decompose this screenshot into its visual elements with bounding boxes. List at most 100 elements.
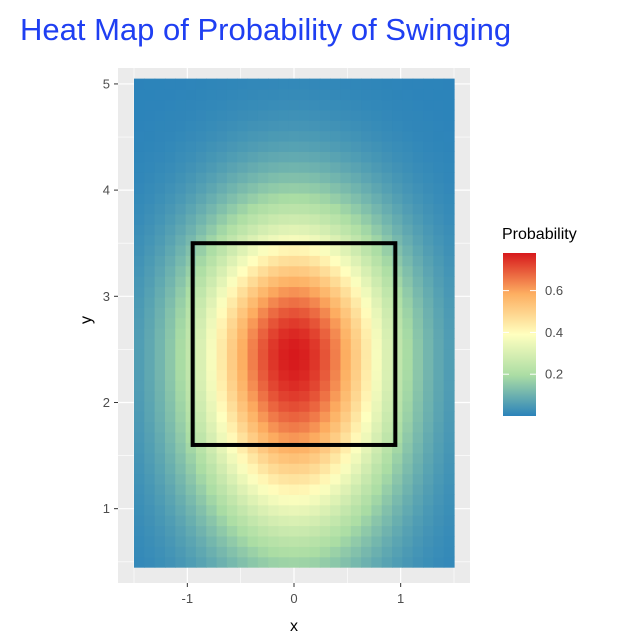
heat-tile (226, 89, 238, 101)
heat-tile (443, 494, 455, 506)
heat-tile (433, 546, 445, 558)
heat-tile (330, 400, 342, 412)
heat-tile (226, 161, 238, 173)
chart-title: Heat Map of Probability of Swinging (20, 12, 511, 47)
heat-tile (247, 515, 259, 527)
heat-tile (288, 140, 300, 152)
heat-tile (144, 213, 156, 225)
heat-tile (361, 359, 373, 371)
heat-tile (278, 161, 290, 173)
heat-tile (330, 328, 342, 340)
heat-tile (443, 286, 455, 298)
heat-tile (350, 307, 362, 319)
heat-tile (216, 120, 228, 132)
heat-tile (433, 494, 445, 506)
heat-tile (330, 140, 342, 152)
heat-tile (288, 535, 300, 547)
heat-tile (402, 328, 414, 340)
heat-tile (381, 234, 393, 246)
heat-tile (278, 296, 290, 308)
heat-tile (340, 130, 352, 142)
heat-tile (154, 348, 166, 360)
heat-tile (195, 515, 207, 527)
heat-tile (330, 390, 342, 402)
heat-tile (330, 192, 342, 204)
heat-tile (257, 535, 269, 547)
heat-tile (381, 380, 393, 391)
heat-tile (381, 276, 393, 288)
heat-tile (402, 473, 414, 485)
heat-tile (144, 442, 156, 454)
heat-tile (443, 556, 455, 568)
heat-tile (443, 431, 455, 443)
heat-tile (381, 348, 393, 360)
heat-tile (134, 452, 145, 464)
heat-tile (226, 473, 238, 485)
heat-tile (216, 442, 228, 454)
heat-tile (216, 265, 228, 277)
heat-tile (443, 265, 455, 277)
heat-tile (226, 172, 238, 184)
heat-tile (392, 359, 403, 371)
heat-tile (206, 89, 218, 101)
heat-tile (433, 224, 445, 236)
heat-tile (206, 244, 218, 256)
heat-tile (412, 296, 424, 308)
heat-tile (309, 161, 321, 173)
heat-tile (361, 369, 373, 381)
heat-tile (361, 338, 373, 350)
heat-tile (381, 338, 393, 350)
heat-tile (226, 380, 238, 391)
heat-tile (381, 182, 393, 194)
heat-tile (164, 504, 176, 516)
heat-tile (392, 99, 403, 111)
heat-tile (144, 525, 156, 537)
heat-tile (350, 140, 362, 152)
heat-tile (175, 286, 187, 298)
heat-tile (237, 234, 249, 246)
heat-tile (340, 203, 352, 215)
heat-tile (402, 109, 414, 121)
heat-tile (340, 411, 352, 423)
heat-tile (309, 328, 321, 340)
heat-tile (309, 140, 321, 152)
heat-tile (154, 203, 166, 215)
heat-tile (144, 380, 156, 391)
heat-tile (257, 234, 269, 246)
heat-tile (412, 348, 424, 360)
heat-tile (144, 172, 156, 184)
heat-tile (299, 515, 311, 527)
heat-tile (299, 296, 311, 308)
heat-tile (216, 515, 228, 527)
heat-tile (206, 120, 218, 132)
heat-tile (226, 369, 238, 381)
heat-tile (309, 265, 321, 277)
heat-tile (392, 452, 403, 464)
heat-tile (433, 203, 445, 215)
heat-tile (350, 234, 362, 246)
heat-tile (226, 317, 238, 329)
heat-tile (361, 172, 373, 184)
heat-tile (371, 172, 383, 184)
heat-tile (175, 338, 187, 350)
heat-tile (443, 421, 455, 433)
heat-tile (164, 276, 176, 288)
heat-tile (268, 556, 280, 568)
legend-title: Probability (502, 226, 577, 243)
heat-tile (134, 546, 145, 558)
heat-tile (247, 192, 259, 204)
heat-tile (371, 286, 383, 298)
heat-tile (216, 328, 228, 340)
heat-tile (278, 442, 290, 454)
heat-tile (392, 463, 403, 475)
heat-tile (216, 369, 228, 381)
heat-tile (299, 109, 311, 121)
heat-tile (340, 317, 352, 329)
heat-tile (226, 452, 238, 464)
heat-tile (257, 151, 269, 163)
heat-tile (392, 473, 403, 485)
heat-tile (237, 307, 249, 319)
heat-tile (412, 535, 424, 547)
heat-tile (257, 525, 269, 537)
heat-tile (319, 296, 331, 308)
